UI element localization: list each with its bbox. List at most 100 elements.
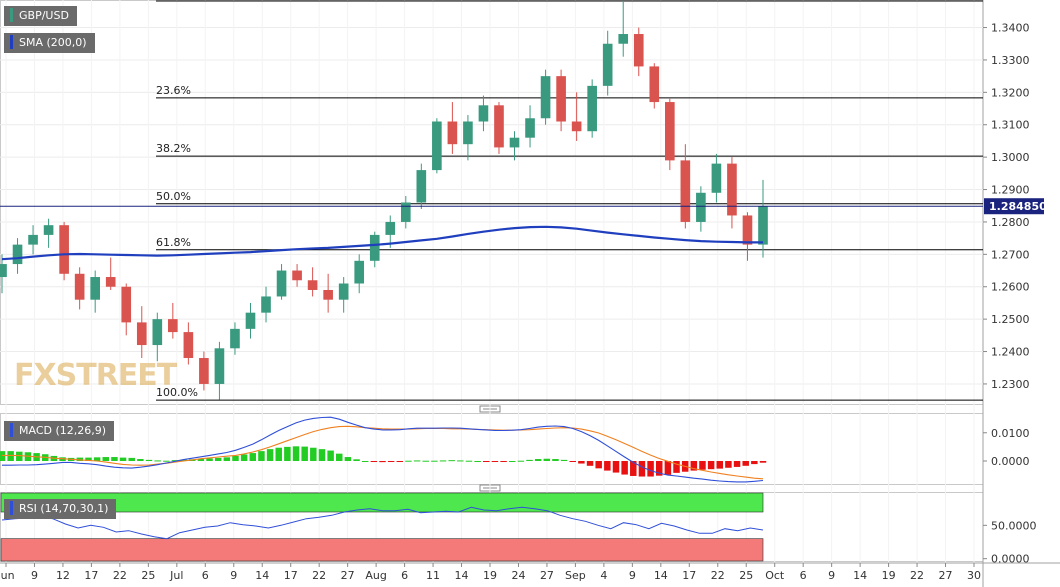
time-tick-label: 24 [511, 569, 525, 582]
macd-histogram-bar [457, 460, 464, 462]
candle-body [540, 76, 551, 119]
macd-histogram-bar [128, 457, 135, 461]
candle-body [432, 121, 442, 171]
macd-histogram-bar [673, 461, 680, 473]
candle-body [509, 137, 520, 148]
macd-histogram-bar [249, 453, 257, 461]
macd-signal-line [2, 425, 764, 480]
candle-body [696, 192, 706, 222]
time-tick-label: 9 [31, 569, 38, 582]
macd-histogram-bar [742, 461, 749, 466]
time-tick-label: 9 [230, 569, 237, 582]
macd-histogram-bar [543, 458, 551, 461]
macd-tick-label: 0.0100 [991, 427, 1030, 440]
macd-histogram-bar [604, 461, 611, 471]
macd-histogram-bar [145, 459, 153, 461]
macd-legend[interactable]: MACD (12,26,9) [4, 421, 115, 441]
macd-histogram-bar [197, 459, 205, 461]
time-tick-label: 22 [910, 569, 924, 582]
symbol-legend[interactable]: GBP/USD [4, 6, 77, 26]
macd-histogram-bar [647, 461, 654, 477]
time-tick-label: 27 [540, 569, 554, 582]
macd-histogram-bar [621, 461, 628, 475]
macd-histogram-bar [664, 461, 672, 475]
macd-histogram-bar [405, 460, 412, 462]
macd-histogram-bar [431, 460, 438, 462]
sma-swatch [10, 35, 13, 49]
candle-body [494, 105, 504, 148]
fib-level-label: 100.0% [156, 386, 198, 399]
macd-histogram-bar [612, 461, 620, 473]
time-tick-label: 27 [939, 569, 953, 582]
candle-body [587, 85, 597, 132]
macd-histogram-bar [370, 461, 378, 462]
macd-histogram-bar [275, 447, 282, 461]
candle-body [369, 234, 380, 261]
candle-body [338, 283, 349, 300]
macd-histogram-bar [379, 461, 386, 463]
macd-histogram-bar [102, 457, 110, 461]
candle-body [307, 280, 318, 290]
fib-level-label: 38.2% [156, 142, 191, 155]
macd-histogram-bar [284, 446, 291, 461]
candle-body [276, 270, 287, 297]
macd-histogram-bar [301, 446, 308, 461]
macd-histogram-bar [508, 461, 516, 462]
candle-body [556, 76, 566, 122]
macd-histogram-bar [16, 451, 23, 461]
fib-level-label: 23.6% [156, 84, 191, 97]
rsi-overbought-zone [0, 492, 764, 513]
time-tick-label: 14 [654, 569, 668, 582]
time-tick-label: 30 [967, 569, 981, 582]
macd-histogram-bar [85, 457, 92, 461]
candle-body [199, 358, 209, 384]
candle-body [354, 260, 365, 284]
macd-histogram-bar [180, 459, 187, 461]
sma-legend[interactable]: SMA (200,0) [4, 33, 95, 53]
price-tick-label: 1.2600 [991, 281, 1030, 294]
macd-histogram-bar [327, 450, 334, 461]
candle-body [602, 43, 613, 86]
macd-histogram-bar [7, 451, 14, 461]
macd-histogram-bar [630, 461, 637, 476]
time-tick-label: 11 [426, 569, 440, 582]
candle-body [447, 121, 458, 145]
candle-body [245, 312, 256, 329]
macd-histogram-bar [534, 459, 542, 461]
candle-body [711, 163, 722, 193]
sma-200-line [1, 225, 763, 261]
time-tick-label: 17 [682, 569, 696, 582]
rsi-legend-text: RSI (14,70,30,1) [19, 502, 109, 515]
macd-histogram-bar [240, 454, 248, 461]
rsi-legend[interactable]: RSI (14,70,30,1) [4, 499, 117, 519]
time-tick-label: Oct [765, 569, 785, 582]
time-tick-label: 19 [483, 569, 497, 582]
rsi-oversold-zone [0, 538, 764, 562]
time-tick-label: 22 [113, 569, 127, 582]
macd-histogram-bar [137, 459, 144, 461]
macd-histogram-bar [586, 461, 594, 466]
price-tick-label: 1.2500 [991, 313, 1030, 326]
candle-body [183, 332, 194, 359]
macd-histogram-bar [578, 461, 585, 464]
macd-histogram-bar [552, 459, 559, 461]
macd-histogram-bar [387, 461, 395, 462]
macd-histogram-bar [474, 461, 481, 462]
candle-body [105, 277, 116, 287]
time-tick-label: Jun [0, 569, 15, 582]
price-tick-label: 1.3400 [991, 22, 1030, 35]
macd-histogram-bar [733, 461, 741, 467]
macd-histogram-bar [396, 461, 404, 462]
candle-body [292, 270, 302, 281]
time-tick-label: 9 [629, 569, 636, 582]
time-tick-label: Jul [169, 569, 183, 582]
candle-body [323, 289, 333, 300]
price-tick-label: 1.3300 [991, 54, 1030, 67]
candle-body [742, 215, 753, 245]
macd-histogram-bar [751, 461, 758, 465]
time-tick-label: 6 [800, 569, 807, 582]
macd-histogram-bar [569, 461, 576, 462]
price-tick-label: 1.2400 [991, 346, 1030, 359]
candle-body [400, 202, 411, 222]
candle-body [727, 163, 737, 216]
